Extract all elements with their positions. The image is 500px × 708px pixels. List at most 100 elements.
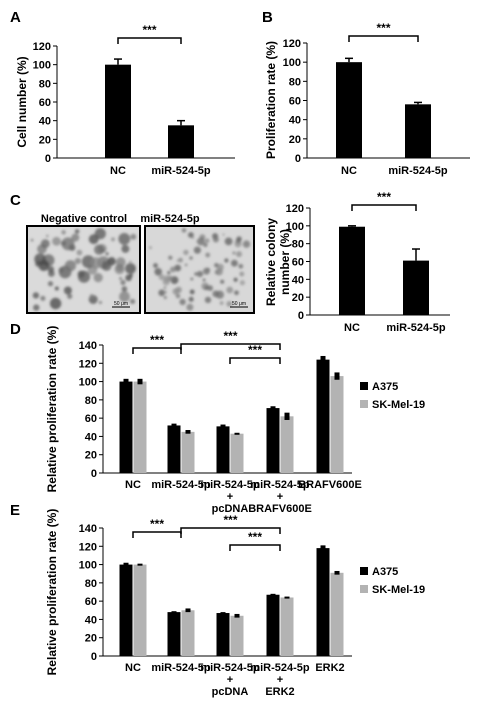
micrograph-negative-control: Negative control 50 μm bbox=[26, 213, 141, 314]
scale-label-left: 50 μm bbox=[114, 301, 128, 307]
bar bbox=[405, 104, 431, 158]
colony-spot bbox=[236, 251, 242, 258]
colony-spot bbox=[238, 264, 244, 269]
error-bar bbox=[234, 613, 240, 618]
colony-spot bbox=[174, 264, 182, 272]
bar-sk-mel-19 bbox=[330, 376, 344, 473]
colony-spot bbox=[224, 258, 229, 263]
colony-spot bbox=[215, 290, 224, 299]
colony-spot bbox=[231, 259, 238, 267]
y-tick-label: 40 bbox=[292, 274, 304, 286]
y-tick-label: 80 bbox=[39, 78, 51, 90]
y-axis-label-line: number (%) bbox=[278, 229, 292, 295]
error-bar bbox=[185, 430, 191, 434]
error-bar bbox=[185, 608, 191, 613]
colony-spot bbox=[233, 277, 238, 282]
colony-spot bbox=[125, 274, 132, 282]
bar-sk-mel-19 bbox=[133, 564, 147, 656]
error-bar bbox=[234, 432, 240, 435]
colony-spots-left bbox=[30, 228, 137, 311]
y-tick-label: 20 bbox=[292, 292, 304, 304]
y-tick-label: 140 bbox=[79, 523, 97, 535]
colony-spot bbox=[242, 240, 251, 248]
legend-label: A375 bbox=[372, 381, 398, 393]
bar-a375 bbox=[316, 359, 330, 473]
colony-spot bbox=[125, 263, 136, 274]
y-axis-label: Relative colonynumber (%) bbox=[264, 218, 292, 306]
bar-a375 bbox=[216, 426, 230, 473]
micrograph-mir-524-5p: miR-524-5p 50 μm bbox=[140, 213, 255, 314]
colony-spot bbox=[130, 299, 136, 304]
colony-spot bbox=[94, 228, 106, 240]
colony-spot bbox=[207, 285, 213, 291]
colony-spot bbox=[190, 277, 194, 281]
colony-spot bbox=[74, 229, 80, 234]
bar-sk-mel-19 bbox=[133, 381, 147, 473]
colony-spot bbox=[120, 279, 126, 286]
colony-spot bbox=[33, 304, 40, 311]
colony-spot bbox=[48, 270, 55, 277]
colony-spot bbox=[164, 275, 171, 283]
y-tick-label: 0 bbox=[298, 310, 304, 322]
colony-spot bbox=[61, 237, 75, 251]
bar-a375 bbox=[167, 425, 181, 473]
x-tick-label: miR-524-5p bbox=[200, 479, 260, 491]
error-bar bbox=[334, 372, 340, 380]
significance-bracket bbox=[117, 37, 182, 44]
colony-spot bbox=[175, 293, 181, 299]
x-tick-label: + bbox=[227, 674, 233, 686]
panel-letter-a: A bbox=[10, 9, 21, 26]
colony-spot bbox=[184, 263, 188, 267]
colony-spot bbox=[170, 266, 176, 273]
bar-sk-mel-19 bbox=[280, 416, 294, 473]
y-tick-label: 40 bbox=[85, 431, 97, 443]
colony-spot bbox=[118, 233, 131, 245]
colony-spot bbox=[226, 286, 234, 294]
x-tick-label: NC bbox=[125, 662, 141, 674]
colony-spot bbox=[203, 242, 208, 248]
y-axis-label: Proliferation rate (%) bbox=[264, 41, 278, 159]
x-tick-label: miR-524-5p bbox=[388, 165, 448, 177]
colony-spot bbox=[188, 232, 194, 238]
bar-sk-mel-19 bbox=[230, 433, 244, 473]
y-tick-label: 40 bbox=[85, 614, 97, 626]
colony-spot bbox=[204, 285, 209, 291]
y-tick-label: 20 bbox=[39, 134, 51, 146]
colony-spot bbox=[232, 251, 236, 255]
micrograph-title-right: miR-524-5p bbox=[140, 213, 200, 225]
significance-label: *** bbox=[223, 329, 237, 343]
significance-bracket bbox=[180, 343, 281, 350]
colony-spot bbox=[158, 289, 165, 297]
colony-spot bbox=[194, 272, 198, 276]
bar bbox=[339, 226, 365, 315]
x-tick-label: + bbox=[227, 491, 233, 503]
significance-label: *** bbox=[376, 21, 390, 35]
x-tick-label: miR-524-5p bbox=[151, 479, 211, 491]
panel-letter-c: C bbox=[10, 192, 21, 209]
colony-spot bbox=[67, 293, 73, 299]
colony-spot bbox=[119, 277, 122, 280]
y-axis-label: Relative proliferation rate (%) bbox=[45, 326, 59, 493]
y-tick-label: 40 bbox=[289, 115, 301, 127]
bar-sk-mel-19 bbox=[230, 615, 244, 656]
colony-spot bbox=[47, 281, 54, 287]
colony-spot bbox=[212, 236, 219, 243]
colony-spot bbox=[105, 252, 109, 256]
colony-spot bbox=[34, 253, 46, 265]
bar bbox=[105, 64, 131, 158]
y-tick-label: 80 bbox=[85, 395, 97, 407]
colony-spot bbox=[215, 268, 223, 276]
significance-bracket bbox=[229, 544, 281, 551]
significance-label: *** bbox=[142, 23, 156, 37]
colony-spot bbox=[220, 279, 225, 284]
bar-a375 bbox=[119, 381, 133, 473]
y-tick-label: 120 bbox=[33, 41, 51, 53]
colony-spot bbox=[224, 237, 233, 246]
colony-spot bbox=[205, 252, 211, 258]
y-tick-label: 100 bbox=[79, 377, 97, 389]
colony-spot bbox=[49, 297, 62, 310]
chart-e-erk2: 0 20 40 60 80 100 120 140 Relative proliferation… bbox=[45, 509, 425, 698]
colony-spot bbox=[197, 237, 205, 246]
y-tick-label: 60 bbox=[85, 413, 97, 425]
bar-a375 bbox=[316, 548, 330, 656]
